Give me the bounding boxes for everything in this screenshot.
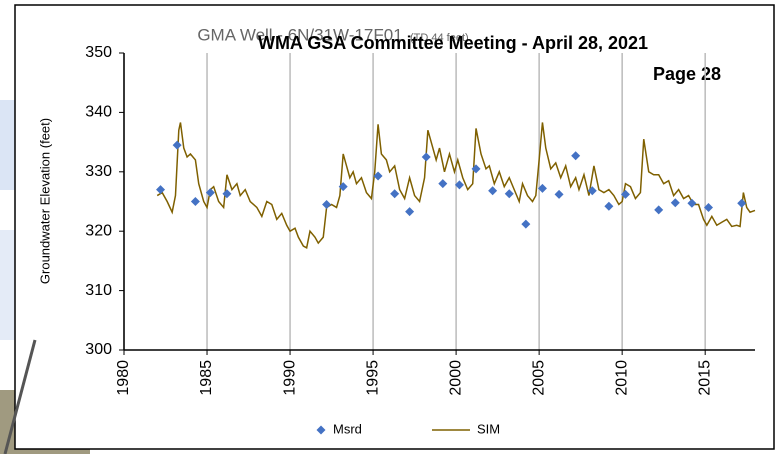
x-tick-label: 2005 xyxy=(530,360,547,396)
y-tick-label: 320 xyxy=(85,222,112,239)
x-tick-label: 2000 xyxy=(447,360,464,396)
chart: GMA Well - 6N/31W-17F01 (TD 44 feet) WMA… xyxy=(0,0,781,454)
y-tick-label: 310 xyxy=(85,282,112,299)
y-tick-label: 330 xyxy=(85,163,112,180)
y-tick-label: 340 xyxy=(85,104,112,121)
y-tick-label: 350 xyxy=(85,44,112,61)
legend-label: SIM xyxy=(477,421,500,436)
x-tick-label: 1990 xyxy=(281,360,298,396)
legend-label: Msrd xyxy=(333,421,362,436)
y-axis-label: Groundwater Elevation (feet) xyxy=(37,118,52,284)
page-number: Page 28 xyxy=(653,64,721,84)
x-tick-label: 1985 xyxy=(198,360,215,396)
x-tick-label: 2010 xyxy=(613,360,630,396)
x-tick-label: 1995 xyxy=(364,360,381,396)
y-tick-label: 300 xyxy=(85,341,112,358)
x-tick-label: 2015 xyxy=(696,360,713,396)
page: GMA Well - 6N/31W-17F01 (TD 44 feet) WMA… xyxy=(0,0,781,454)
meeting-header: WMA GSA Committee Meeting - April 28, 20… xyxy=(258,33,648,53)
x-tick-label: 1980 xyxy=(115,360,132,396)
